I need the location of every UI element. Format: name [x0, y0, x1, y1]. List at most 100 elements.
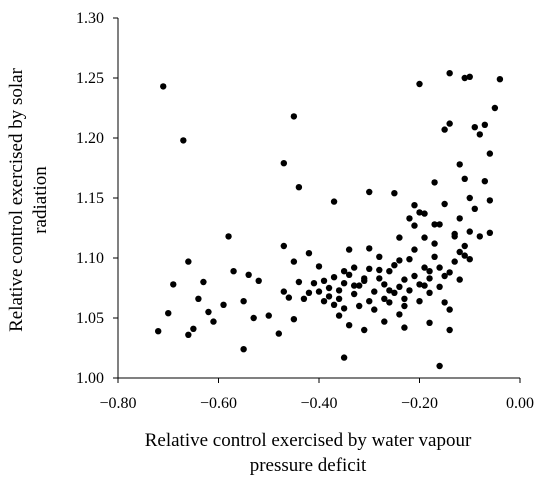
- data-point: [366, 298, 373, 305]
- data-point: [290, 113, 298, 120]
- data-point: [366, 265, 373, 272]
- data-point: [300, 295, 308, 302]
- data-point: [466, 256, 473, 263]
- data-point: [185, 258, 192, 265]
- data-point: [461, 252, 468, 259]
- data-point: [421, 282, 428, 289]
- data-point: [340, 280, 348, 287]
- data-point: [466, 73, 473, 81]
- data-point: [451, 258, 458, 265]
- data-point: [386, 287, 393, 294]
- data-points: [155, 70, 504, 370]
- data-point: [461, 175, 468, 182]
- data-point: [345, 322, 353, 329]
- data-point: [280, 160, 288, 167]
- data-point: [446, 326, 453, 334]
- data-point: [155, 328, 162, 335]
- data-point: [456, 248, 463, 256]
- data-point: [486, 150, 494, 157]
- data-point: [456, 276, 463, 283]
- data-point: [396, 257, 403, 264]
- data-point: [371, 306, 378, 313]
- data-point: [416, 209, 423, 216]
- data-point: [426, 319, 433, 326]
- data-point: [396, 283, 403, 290]
- data-point: [421, 234, 428, 241]
- data-point: [411, 272, 418, 280]
- data-point: [295, 184, 303, 191]
- data-point: [361, 275, 368, 282]
- data-point: [290, 258, 298, 265]
- data-point: [406, 215, 413, 222]
- data-point: [350, 290, 358, 298]
- data-point: [401, 276, 408, 283]
- data-point: [340, 305, 348, 312]
- data-point: [386, 268, 393, 275]
- data-point: [461, 74, 468, 82]
- data-point: [426, 289, 433, 296]
- data-point: [310, 280, 318, 287]
- data-point: [386, 299, 393, 306]
- data-point: [345, 271, 353, 278]
- data-point: [426, 275, 433, 282]
- data-point: [421, 264, 428, 271]
- data-point: [280, 288, 288, 295]
- data-point: [250, 314, 257, 322]
- data-point: [406, 256, 413, 263]
- data-point: [496, 76, 504, 83]
- data-point: [361, 326, 368, 334]
- data-point: [350, 282, 358, 289]
- data-point: [416, 281, 423, 288]
- data-point: [441, 126, 448, 133]
- data-point: [275, 330, 282, 337]
- x-tick-label: 0.00: [506, 395, 534, 412]
- x-tick-label: −0.20: [401, 395, 438, 412]
- data-point: [285, 294, 293, 301]
- data-point: [416, 80, 423, 88]
- data-point: [476, 131, 483, 138]
- data-point: [220, 301, 227, 308]
- data-point: [200, 278, 207, 286]
- data-point: [295, 278, 303, 286]
- data-point: [416, 298, 423, 305]
- data-point: [335, 287, 343, 294]
- data-point: [315, 263, 323, 270]
- data-point: [240, 298, 247, 305]
- x-axis-ticks: −0.80 −0.60 −0.40 −0.20 0.00: [99, 378, 534, 412]
- data-point: [481, 178, 489, 185]
- data-point: [230, 268, 237, 275]
- data-point: [466, 228, 473, 235]
- data-point: [441, 272, 448, 280]
- data-point: [466, 194, 473, 202]
- data-point: [401, 295, 408, 302]
- data-point: [396, 311, 403, 318]
- data-point: [325, 284, 333, 292]
- data-point: [195, 295, 202, 302]
- x-axis-title-line-2: pressure deficit: [250, 455, 367, 476]
- data-point: [456, 215, 463, 222]
- y-axis-ticks: 1.00 1.05 1.10 1.15 1.20 1.25 1.30: [76, 10, 118, 387]
- data-point: [350, 264, 358, 271]
- x-tick-label: −0.60: [200, 395, 237, 412]
- data-point: [461, 242, 468, 250]
- data-point: [436, 362, 443, 370]
- data-point: [431, 253, 438, 260]
- data-point: [255, 277, 262, 284]
- data-point: [335, 312, 343, 319]
- data-point: [446, 120, 453, 127]
- data-point: [335, 295, 343, 302]
- data-point: [366, 245, 373, 252]
- data-point: [431, 221, 438, 228]
- data-point: [245, 271, 252, 278]
- data-point: [366, 188, 373, 196]
- data-point: [210, 318, 217, 325]
- data-point: [406, 287, 413, 294]
- data-point: [486, 229, 494, 236]
- data-point: [471, 205, 478, 212]
- data-point: [391, 262, 398, 269]
- y-axis-title-line-2: radiation: [30, 166, 51, 234]
- data-point: [446, 269, 453, 276]
- data-point: [441, 200, 448, 208]
- data-point: [396, 234, 403, 241]
